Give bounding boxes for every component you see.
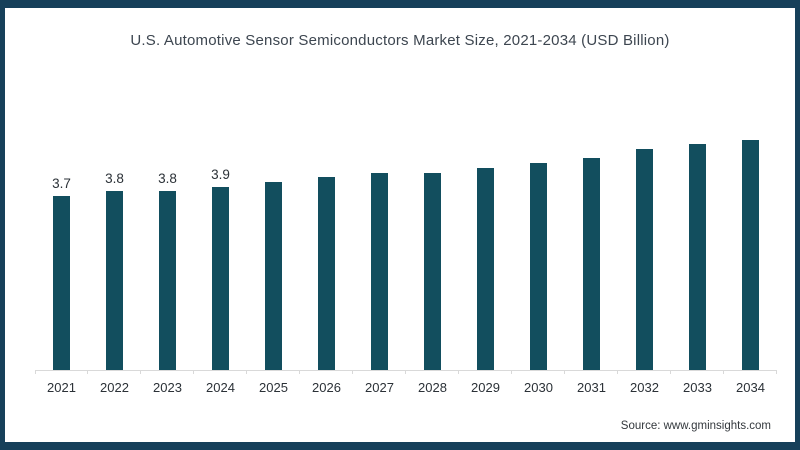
x-axis-tick-label: 2031 xyxy=(577,380,606,395)
bar xyxy=(159,191,176,370)
bar-value-label: 3.9 xyxy=(211,167,230,182)
x-axis-tick-label: 2024 xyxy=(206,380,235,395)
bar xyxy=(265,182,282,370)
bar-value-label: 3.8 xyxy=(105,171,124,186)
bar-column xyxy=(724,120,777,374)
x-axis-tick-label: 2029 xyxy=(471,380,500,395)
source-attribution: Source: www.gminsights.com xyxy=(620,420,771,432)
x-axis-tick-label: 2028 xyxy=(418,380,447,395)
bars-row: 3.7 3.8 3.8 3.9 xyxy=(35,120,777,374)
x-axis-labels: 2021 2022 2023 2024 2025 2026 2027 2028 2029 2030… xyxy=(35,380,777,395)
bar-column xyxy=(247,120,300,374)
bar-column: 3.8 xyxy=(88,120,141,374)
bar-column xyxy=(459,120,512,374)
x-axis-tick-label: 2027 xyxy=(365,380,394,395)
bar-column xyxy=(618,120,671,374)
x-axis-tick-label: 2026 xyxy=(312,380,341,395)
x-axis-tick-label: 2033 xyxy=(683,380,712,395)
bar xyxy=(53,196,70,370)
x-axis-tick-label: 2030 xyxy=(524,380,553,395)
bar xyxy=(742,140,759,370)
bar xyxy=(106,191,123,370)
bar xyxy=(636,149,653,370)
bar-column: 3.7 xyxy=(35,120,88,374)
bar xyxy=(318,177,335,370)
bar xyxy=(689,144,706,370)
bar-column xyxy=(353,120,406,374)
chart-title: U.S. Automotive Sensor Semiconductors Ma… xyxy=(130,32,670,49)
bar-column xyxy=(671,120,724,374)
bar-column xyxy=(512,120,565,374)
bar xyxy=(530,163,547,370)
bar-column: 3.9 xyxy=(194,120,247,374)
bar-column: 3.8 xyxy=(141,120,194,374)
x-axis-tick-label: 2025 xyxy=(259,380,288,395)
x-axis-tick-label: 2023 xyxy=(153,380,182,395)
bar-value-label: 3.7 xyxy=(52,176,71,191)
x-axis-tick-label: 2032 xyxy=(630,380,659,395)
bar-value-label: 3.8 xyxy=(158,171,177,186)
bar xyxy=(424,173,441,370)
bar-column xyxy=(300,120,353,374)
bar xyxy=(212,187,229,370)
bar xyxy=(583,158,600,370)
bar xyxy=(371,173,388,370)
bar-column xyxy=(565,120,618,374)
plot-area: 3.7 3.8 3.8 3.9 2021 2022 2023 2024 2025 2026 202… xyxy=(35,120,777,395)
bar-column xyxy=(406,120,459,374)
x-axis-tick-label: 2021 xyxy=(47,380,76,395)
bar xyxy=(477,168,494,370)
chart-canvas: U.S. Automotive Sensor Semiconductors Ma… xyxy=(5,8,795,442)
x-axis-tick-label: 2034 xyxy=(736,380,765,395)
x-axis-tick-label: 2022 xyxy=(100,380,129,395)
